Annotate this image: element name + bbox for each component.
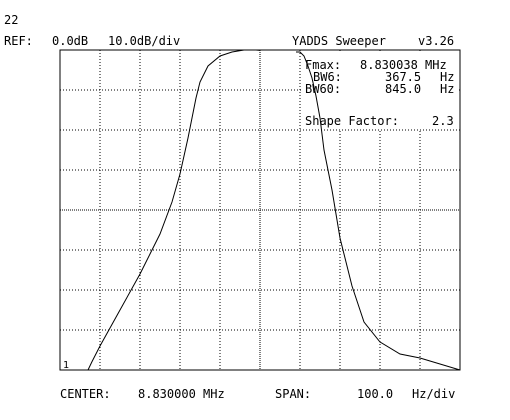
plot-grid	[59, 49, 461, 371]
fmax-label: Fmax:	[305, 58, 342, 72]
center-label: CENTER:	[60, 387, 111, 401]
app-title: YADDS Sweeper	[292, 34, 386, 48]
ref-value: 0.0dB	[52, 34, 89, 48]
fmax-value: 8.830038 MHz	[360, 58, 447, 72]
trace-rising-edge	[60, 49, 261, 371]
bw60-value: 845.0	[385, 82, 422, 96]
readout-panel	[302, 51, 459, 129]
scale-value: 10.0dB/div	[108, 34, 181, 48]
ref-label: REF:	[4, 34, 33, 48]
bw60-label: BW60:	[305, 82, 342, 96]
counter-text: 22	[4, 13, 19, 27]
bw6-value: 367.5	[385, 70, 422, 84]
bw60-unit: Hz	[440, 82, 455, 96]
marker-label: 1	[63, 360, 70, 371]
app-version: v3.26	[418, 34, 455, 48]
span-value: 100.0	[357, 387, 394, 401]
span-label: SPAN:	[275, 387, 312, 401]
shape-factor-value: 2.3	[432, 114, 454, 128]
response-traces	[60, 49, 461, 371]
center-value: 8.830000 MHz	[138, 387, 225, 401]
trace-falling-edge	[296, 51, 461, 371]
bw6-label: BW6:	[313, 70, 342, 84]
bw6-unit: Hz	[440, 70, 455, 84]
span-unit: Hz/div	[412, 387, 456, 401]
shape-factor-label: Shape Factor:	[305, 114, 399, 128]
